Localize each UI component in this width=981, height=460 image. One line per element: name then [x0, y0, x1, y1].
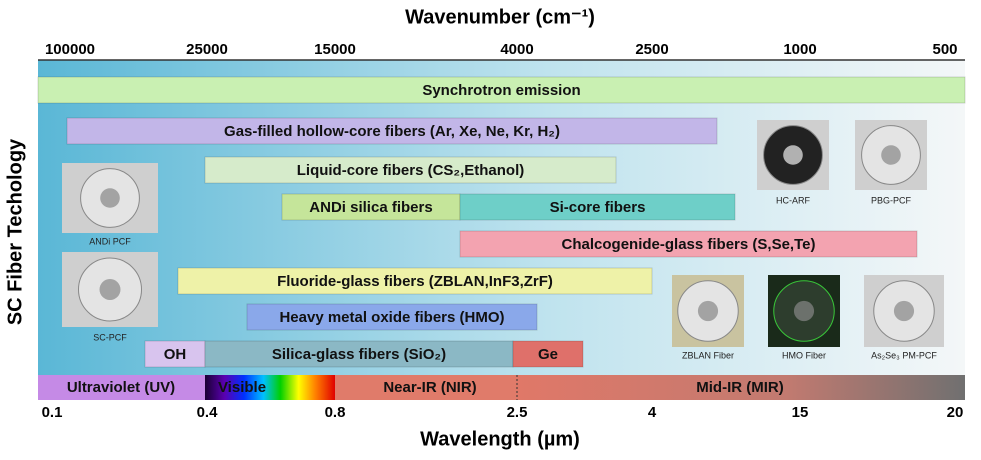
bottom-tick-label: 15: [792, 404, 809, 421]
fiber-label: Silica-glass fibers (SiO₂): [272, 346, 446, 363]
fiber-image: [768, 275, 840, 347]
image-caption: SC-PCF: [93, 332, 127, 342]
fiber-core: [783, 145, 803, 165]
fiber-label: Liquid-core fibers (CS₂,Ethanol): [297, 162, 525, 179]
fiber-range-bar: [37, 76, 966, 104]
fiber-image: [672, 275, 744, 347]
bottom-axis-title: Wavelength (µm): [420, 428, 580, 450]
image-caption: PBG-PCF: [871, 195, 912, 205]
fiber-range-bar: [246, 303, 538, 331]
top-tick-label: 25000: [186, 41, 228, 58]
fiber-label: Chalcogenide-glass fibers (S,Se,Te): [562, 236, 816, 253]
spectral-region: [205, 375, 335, 400]
region-label: Visible: [218, 379, 266, 396]
fiber-range-bar: [459, 230, 918, 258]
fiber-label: Gas-filled hollow-core fibers (Ar, Xe, N…: [224, 123, 560, 140]
top-tick-label: 500: [932, 41, 957, 58]
fiber-range-bar: [66, 117, 718, 145]
fiber-image: [757, 120, 829, 190]
spectral-region: [335, 375, 517, 400]
fiber-label: Fluoride-glass fibers (ZBLAN,InF3,ZrF): [277, 273, 553, 290]
bottom-tick-label: 0.8: [325, 404, 346, 421]
fiber-core: [793, 300, 815, 322]
image-caption: ANDi PCF: [89, 236, 131, 246]
region-label: Near-IR (NIR): [383, 379, 476, 396]
top-tick-label: 100000: [45, 41, 95, 58]
image-caption: As₂Se₃ PM-PCF: [871, 350, 937, 360]
fiber-image: [855, 120, 927, 190]
fiber-image: [62, 252, 158, 327]
top-tick-label: 2500: [635, 41, 668, 58]
fiber-range-bar: [512, 340, 584, 368]
fiber-label: Si-core fibers: [550, 199, 646, 216]
fiber-core: [893, 300, 915, 322]
y-axis-title: SC Fiber Techology: [4, 138, 26, 325]
fiber-range-bar: [204, 156, 617, 184]
fiber-image: [62, 163, 158, 233]
fiber-label: OH: [164, 346, 187, 363]
region-label: Mid-IR (MIR): [696, 379, 783, 396]
top-tick-label: 1000: [783, 41, 816, 58]
bottom-tick-label: 4: [648, 404, 657, 421]
fiber-image: [864, 275, 944, 347]
top-tick-label: 15000: [314, 41, 356, 58]
fiber-range-bar: [204, 340, 514, 368]
spectral-region: [517, 375, 965, 400]
region-label: Ultraviolet (UV): [67, 379, 175, 396]
spectral-region: [38, 375, 205, 400]
top-axis-title: Wavenumber (cm⁻¹): [405, 6, 595, 28]
bottom-tick-label: 20: [947, 404, 964, 421]
fiber-label: ANDi silica fibers: [309, 199, 432, 216]
fiber-core: [881, 145, 901, 165]
bottom-tick-label: 0.4: [197, 404, 219, 421]
bottom-tick-label: 2.5: [507, 404, 528, 421]
fiber-label: Heavy metal oxide fibers (HMO): [279, 309, 504, 326]
image-caption: ZBLAN Fiber: [682, 350, 734, 360]
fiber-core: [697, 300, 719, 322]
fiber-label: Ge: [538, 346, 558, 363]
fiber-core: [100, 188, 120, 208]
fiber-range-bar: [144, 340, 206, 368]
fiber-core: [99, 279, 121, 300]
top-tick-label: 4000: [500, 41, 533, 58]
fiber-range-bar: [459, 193, 736, 221]
fiber-range-bar: [177, 267, 653, 295]
bottom-tick-label: 0.1: [42, 404, 63, 421]
fiber-label: Synchrotron emission: [422, 82, 580, 99]
image-caption: HC-ARF: [776, 195, 810, 205]
image-caption: HMO Fiber: [782, 350, 826, 360]
